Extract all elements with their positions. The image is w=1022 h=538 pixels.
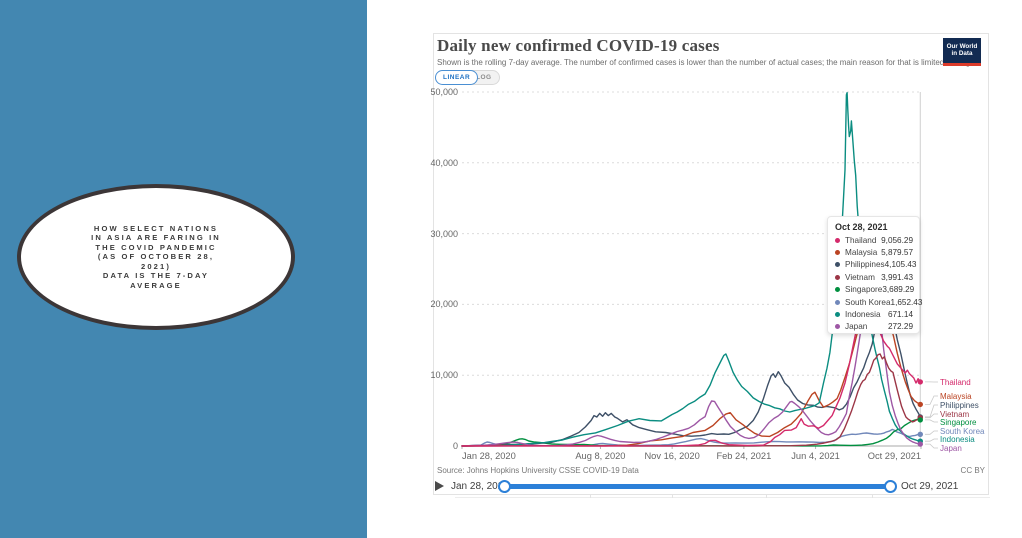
x-axis-tick-label: Jun 4, 2021 (791, 451, 840, 461)
series-line-indonesia (461, 91, 921, 447)
label-connector (925, 395, 938, 405)
series-label-indonesia: Indonesia (940, 434, 975, 444)
tooltip-value: 272.29 (887, 322, 913, 332)
hover-tooltip: Oct 28, 2021 Thailand 9,056.29 Malaysia 5,8… (827, 216, 922, 334)
label-connector (925, 419, 938, 423)
tooltip-rows: Thailand 9,056.29 Malaysia 5,879.57 Philippi… (828, 234, 922, 333)
series-line-thailand (461, 288, 921, 447)
data-table-top-border (455, 497, 990, 498)
timeline-start-date: Jan 28, 2020 (451, 481, 509, 492)
tooltip-row: Thailand 9,056.29 (828, 234, 919, 246)
y-axis-tick-label: 0 (452, 441, 458, 451)
series-line-vietnam (461, 353, 921, 447)
series-label-japan: Japan (940, 443, 962, 453)
tooltip-row: Singapore 3,689.29 (828, 284, 919, 296)
x-axis-tick-label: Aug 8, 2020 (575, 451, 626, 461)
tooltip-value: 4,105.43 (884, 260, 917, 270)
tooltip-value: 5,879.57 (881, 248, 913, 258)
slide-caption: HOW SELECT NATIONS IN ASIA ARE FARING IN… (91, 223, 221, 290)
series-end-dot-singapore (917, 417, 923, 423)
y-axis-tick-label: 10,000 (430, 370, 458, 381)
series-end-dot-japan (917, 441, 923, 447)
y-axis-tick-label: 30,000 (430, 228, 458, 239)
slide-panel: HOW SELECT NATIONS IN ASIA ARE FARING IN… (0, 0, 367, 538)
tooltip-value: 9,056.29 (881, 235, 913, 245)
timeline-handle-start[interactable] (498, 480, 511, 493)
series-color-dot (835, 274, 840, 280)
series-color-dot (835, 324, 840, 330)
tooltip-value: 3,689.29 (882, 285, 915, 295)
tooltip-row: Malaysia 5,879.57 (828, 246, 919, 258)
tooltip-country: Malaysia (845, 248, 878, 258)
tooltip-country: South Korea (845, 297, 891, 307)
tooltip-country: Singapore (845, 285, 883, 295)
linear-scale-button[interactable]: LINEAR (435, 70, 479, 85)
tooltip-country: Philippines (845, 260, 885, 270)
series-end-dot-malaysia (917, 401, 923, 408)
tooltip-date: Oct 28, 2021 (835, 222, 888, 232)
tooltip-row: Indonesia 671.14 (828, 308, 919, 320)
data-table-column-tick (672, 494, 673, 498)
tooltip-value: 3,991.43 (881, 272, 913, 282)
series-label-singapore: Singapore (940, 417, 977, 427)
title-ellipse: HOW SELECT NATIONS IN ASIA ARE FARING IN… (17, 184, 295, 330)
source-label: Source: Johns Hopkins University CSSE CO… (437, 466, 639, 475)
label-connector (925, 443, 938, 449)
play-button[interactable] (435, 481, 444, 491)
series-label-south-korea: South Korea (940, 426, 985, 436)
tooltip-row: Philippines 4,105.43 (828, 259, 919, 271)
timeline-end-date: Oct 29, 2021 (901, 481, 959, 492)
timeline-slider-track[interactable] (500, 484, 894, 489)
series-color-dot (835, 237, 840, 243)
x-axis-tick-label: Oct 29, 2021 (867, 451, 921, 461)
label-connector (925, 413, 938, 419)
chart-title: Daily new confirmed COVID-19 cases (437, 36, 720, 55)
owid-logo[interactable]: Our World in Data (943, 38, 981, 66)
label-connector (925, 404, 938, 418)
series-color-dot (835, 299, 840, 305)
tooltip-country: Vietnam (845, 272, 875, 282)
tooltip-value: 1,652.43 (890, 297, 923, 307)
x-axis-tick-label: Feb 24, 2021 (716, 451, 772, 461)
chart-subtitle: Shown is the rolling 7-day average. The … (437, 58, 973, 67)
y-axis-tick-label: 50,000 (430, 87, 458, 97)
tooltip-country: Japan (845, 322, 868, 332)
series-color-dot (835, 262, 840, 268)
series-color-dot (835, 312, 840, 318)
tooltip-value: 671.14 (887, 310, 913, 320)
label-connector (925, 430, 938, 435)
tooltip-row: South Korea 1,652.43 (828, 296, 922, 308)
label-connector (925, 438, 938, 442)
x-axis-tick-label: Jan 28, 2020 (462, 451, 516, 461)
tooltip-country: Thailand (845, 235, 877, 245)
series-label-malaysia: Malaysia (940, 391, 972, 401)
series-end-dot-thailand (917, 379, 923, 385)
series-color-dot (835, 250, 840, 256)
series-label-thailand: Thailand (940, 377, 971, 387)
data-table-column-tick (766, 494, 767, 498)
series-color-dot (835, 287, 840, 293)
x-axis-tick-label: Nov 16, 2020 (644, 451, 700, 461)
license-link[interactable]: CC BY (960, 466, 985, 475)
tooltip-row: Japan 272.29 (828, 321, 919, 333)
y-axis-tick-label: 40,000 (430, 157, 458, 168)
series-label-philippines: Philippines (940, 400, 979, 410)
series-label-vietnam: Vietnam (940, 409, 970, 419)
tooltip-row: Vietnam 3,991.43 (828, 271, 919, 283)
owid-logo-line2: in Data (951, 49, 973, 57)
series-end-dot-south-korea (917, 431, 923, 437)
owid-logo-line1: Our World (946, 42, 978, 50)
data-table-column-tick (590, 494, 591, 498)
y-axis-tick-label: 20,000 (430, 299, 458, 310)
timeline-handle-end[interactable] (884, 480, 897, 493)
data-table-column-tick (872, 494, 873, 498)
tooltip-country: Indonesia (845, 310, 881, 320)
